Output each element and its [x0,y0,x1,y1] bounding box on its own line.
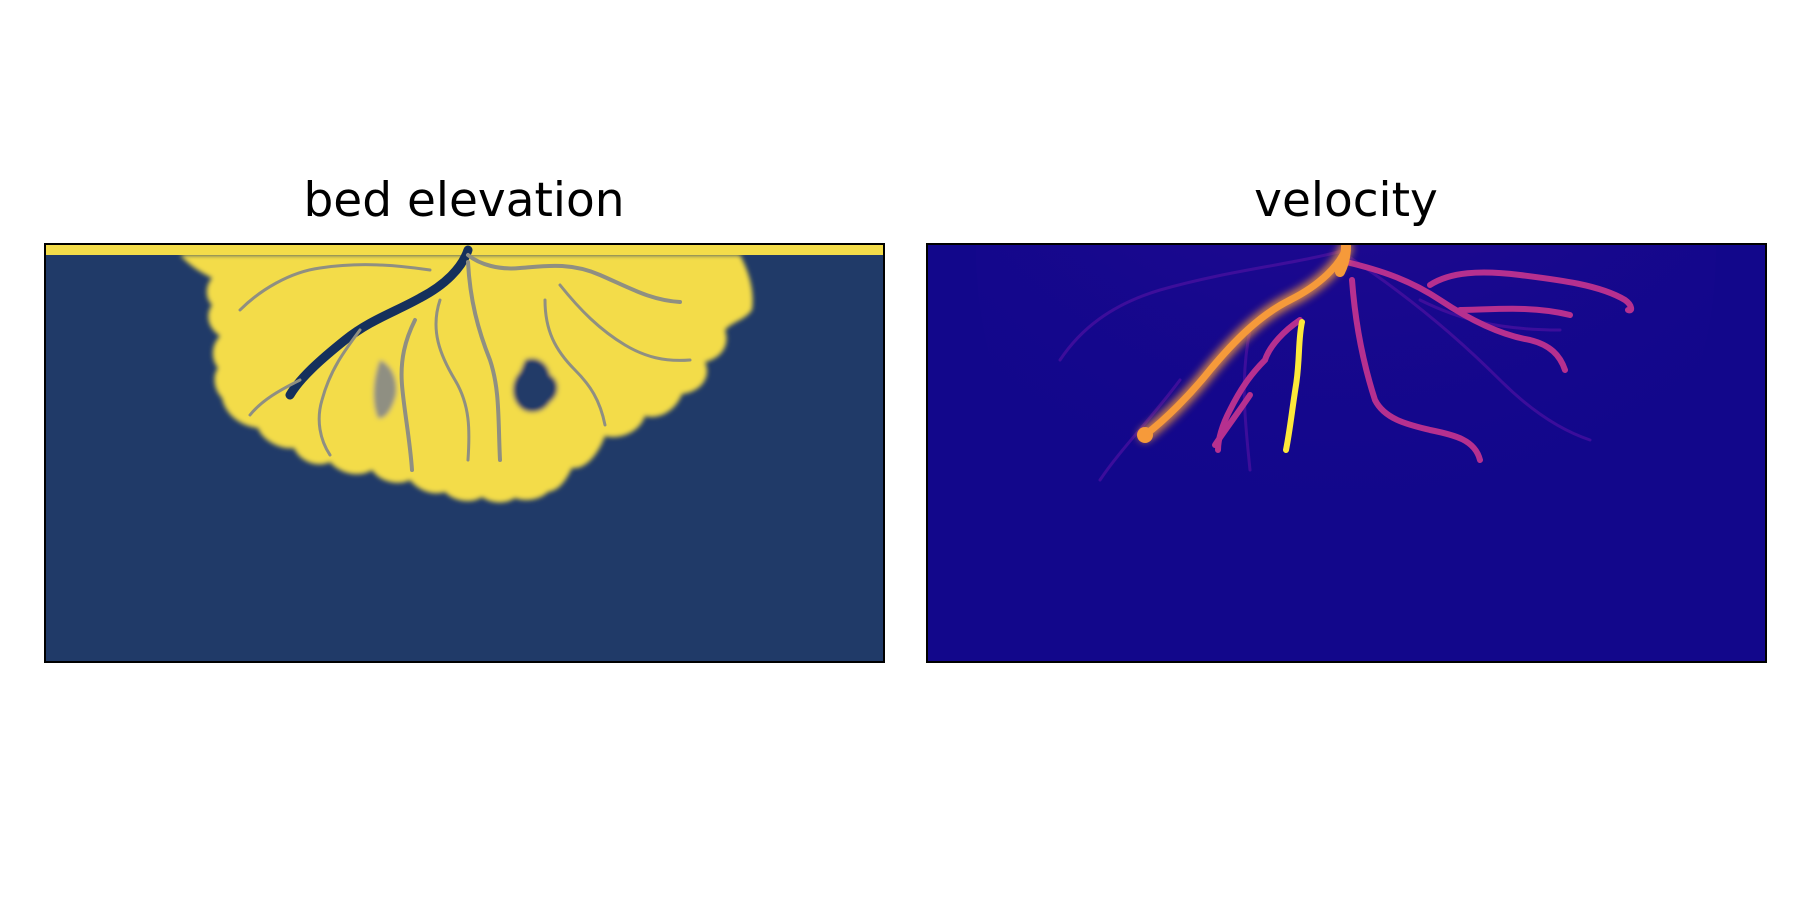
bed-channel [466,253,682,304]
bed-elevation-image [45,244,884,662]
bed-channel [248,378,302,417]
velocity-main-channel [1137,244,1353,453]
velocity-low-channel [1098,378,1182,482]
velocity-title: velocity [1254,173,1438,228]
velocity-main-core [1141,244,1350,439]
bed-elevation-panel: bed elevation [44,173,885,663]
velocity-mid-channel [1212,392,1253,448]
velocity-mid-channels [1212,259,1635,463]
bed-deposit-hole [512,358,558,413]
velocity-low-channel [1058,248,1348,362]
velocity-mid-channel [1427,269,1635,314]
bed-deep-channel [285,245,473,400]
velocity-panel: velocity [926,173,1767,663]
bed-elevation-title: bed elevation [303,173,624,228]
bed-channel [317,328,362,457]
bed-channel [558,283,692,362]
velocity-hot-channel [1283,319,1305,453]
bed-channel [238,263,432,312]
bed-channels [238,245,692,472]
velocity-frame [926,243,1767,663]
velocity-fan-glow [976,244,1716,650]
bed-channel [434,298,471,462]
velocity-channel-tip [1137,427,1153,443]
bed-elevation-frame [44,243,885,663]
bed-lobe-gap [373,360,397,419]
bed-channel [543,298,607,427]
velocity-mid-channel [1349,277,1483,463]
bed-channel [399,318,417,472]
velocity-mid-channel [1457,305,1573,318]
velocity-source [1335,244,1351,277]
bed-channel [466,260,502,462]
velocity-mid-channel [1343,259,1568,373]
velocity-image [927,244,1766,662]
velocity-low-channel [1344,253,1592,442]
